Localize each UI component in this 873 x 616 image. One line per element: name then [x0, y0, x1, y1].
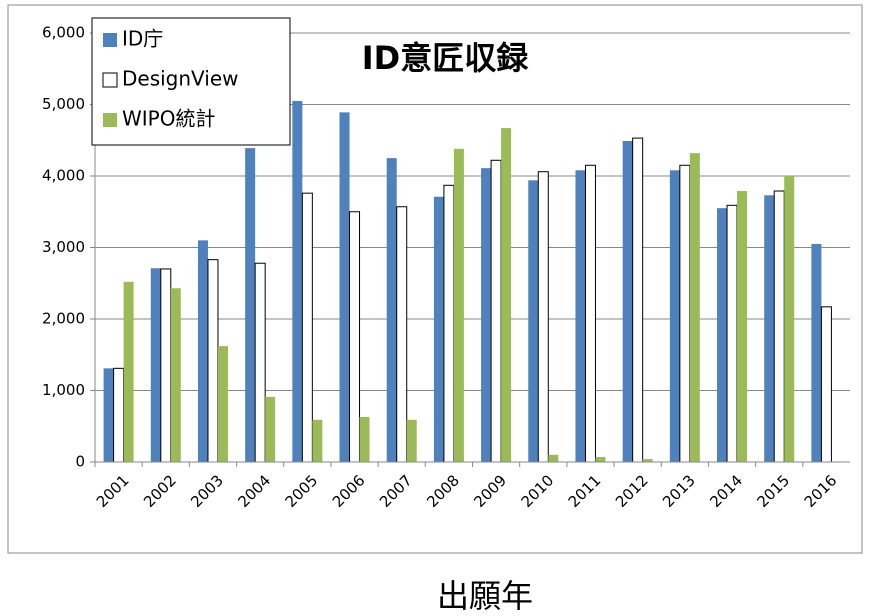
bar [642, 459, 653, 462]
legend-swatch [103, 113, 117, 127]
bar [737, 191, 748, 462]
y-tick-label: 4,000 [42, 167, 85, 185]
bar [453, 148, 464, 462]
bar [490, 159, 502, 463]
bar [217, 346, 228, 462]
legend-label: DesignView [122, 67, 239, 91]
bar [197, 240, 208, 462]
y-tick-label: 1,000 [42, 381, 85, 399]
bar [548, 454, 559, 462]
bar [773, 190, 785, 463]
legend-swatch [103, 33, 117, 47]
bar [669, 170, 680, 462]
y-tick-label: 2,000 [42, 310, 85, 328]
bar [537, 171, 549, 463]
bar [396, 206, 408, 463]
bar [160, 268, 172, 463]
bar [301, 192, 313, 463]
bar [584, 164, 596, 463]
legend-swatch [102, 72, 118, 88]
bar [265, 396, 276, 462]
bar [595, 456, 606, 462]
bar [359, 416, 370, 462]
bar [103, 368, 114, 462]
bar [386, 158, 397, 462]
bar [726, 204, 738, 463]
bar [717, 208, 728, 462]
bar [113, 367, 125, 463]
y-tick-label: 3,000 [42, 238, 85, 256]
legend-label: ID庁 [122, 27, 163, 51]
bar [170, 288, 181, 462]
y-tick-label: 6,000 [42, 24, 85, 42]
bar [406, 419, 417, 462]
bar [481, 168, 492, 462]
bar [764, 195, 775, 462]
chart-title: ID意匠収録 [362, 39, 529, 77]
bar [207, 259, 219, 463]
bar [528, 180, 539, 463]
bar [123, 281, 134, 462]
y-tick-label: 0 [75, 453, 85, 471]
bar [820, 306, 832, 463]
bar [443, 184, 455, 463]
bar [349, 211, 361, 463]
bar [245, 148, 256, 463]
bar [150, 268, 161, 462]
legend-label: WIPO統計 [122, 107, 215, 131]
bar [254, 262, 266, 463]
bar [339, 112, 350, 463]
bar [679, 164, 691, 463]
x-axis-title: 出願年 [437, 577, 533, 615]
bar [811, 243, 822, 462]
bar [312, 419, 323, 462]
bar [501, 128, 512, 462]
bar [784, 176, 795, 462]
bar [292, 100, 303, 463]
bar [689, 153, 700, 462]
bar [433, 196, 444, 463]
bar [622, 140, 633, 462]
bar [632, 137, 644, 463]
y-tick-label: 5,000 [42, 95, 85, 113]
legend-box [91, 17, 291, 146]
bar [575, 170, 586, 462]
